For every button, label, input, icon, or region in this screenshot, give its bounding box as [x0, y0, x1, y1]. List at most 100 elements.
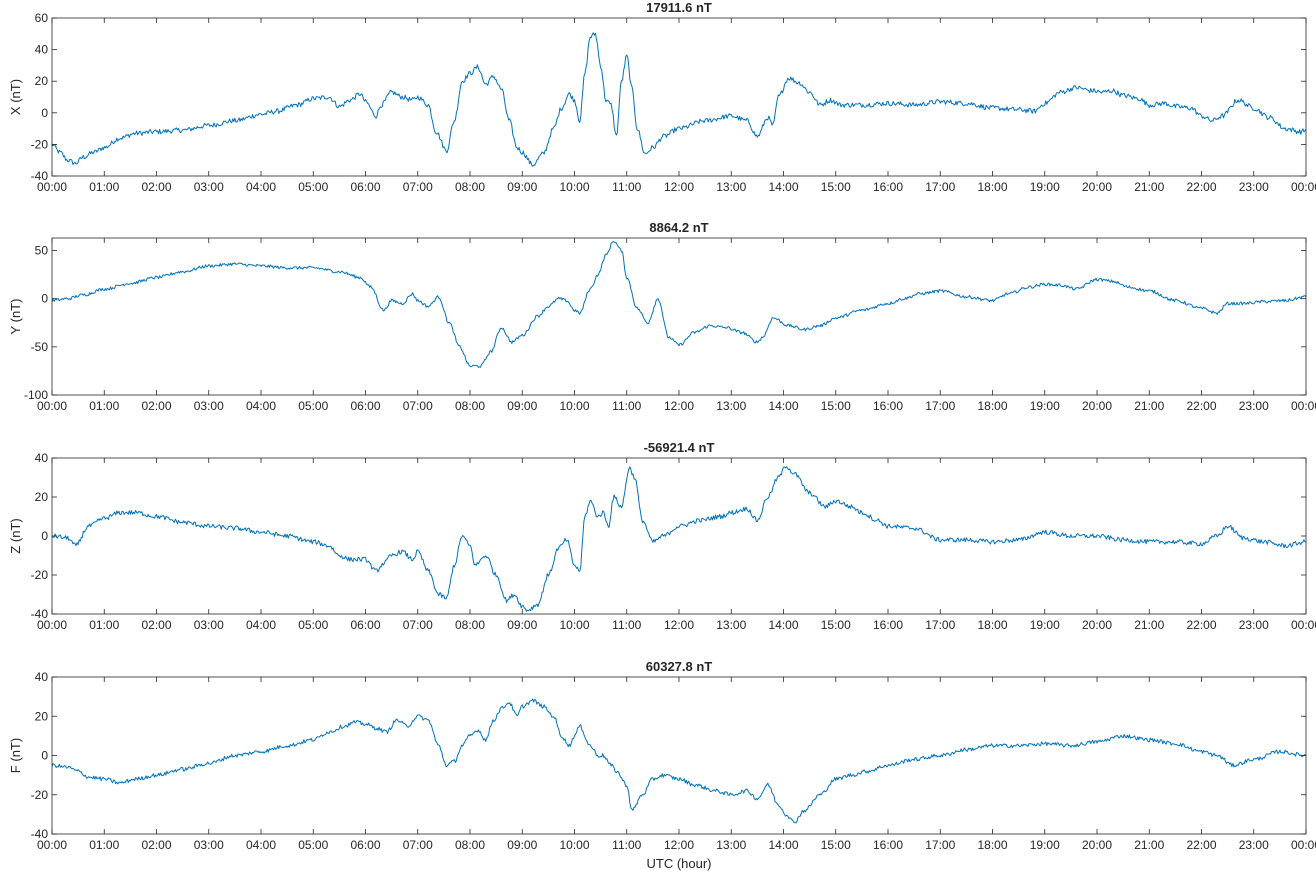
- axes-frame: [51, 457, 1307, 615]
- x-tick-label: 14:00: [768, 618, 798, 632]
- x-tick-label: 19:00: [1030, 399, 1060, 413]
- y-tick-label: -20: [31, 788, 49, 802]
- x-tick-label: 00:00: [37, 180, 67, 194]
- x-tick-label: 05:00: [298, 399, 328, 413]
- axes-frame: [51, 676, 1307, 835]
- x-tick-label: 03:00: [194, 399, 224, 413]
- y-axis-label: Z (nT): [8, 518, 23, 553]
- y-tick-label: 20: [35, 490, 49, 504]
- y-tick-label: -50: [31, 340, 49, 354]
- y-tick-label: 0: [41, 106, 48, 120]
- panel-y: 8864.2 nT Y (nT) -100 -50 0 50 00:00 01:00 02:00…: [8, 220, 1316, 413]
- x-tick-label: 09:00: [507, 618, 537, 632]
- panel-title: 8864.2 nT: [649, 220, 708, 235]
- x-tick-label: 20:00: [1082, 399, 1112, 413]
- x-tick-label: 15:00: [821, 399, 851, 413]
- panel-f: 60327.8 nT F (nT) -40 -20 0 20 40 00:00 01:00 02:…: [8, 659, 1316, 871]
- panel-title: -56921.4 nT: [644, 440, 715, 455]
- x-tick-label: 13:00: [716, 399, 746, 413]
- x-tick-label: 05:00: [298, 618, 328, 632]
- y-tick-label: 40: [35, 451, 49, 465]
- x-tick-label: 02:00: [141, 838, 171, 852]
- x-tick-label: 10:00: [559, 838, 589, 852]
- y-axis-label: Y (nT): [8, 299, 23, 335]
- x-tick-label: 20:00: [1082, 180, 1112, 194]
- x-tick-label: 20:00: [1082, 838, 1112, 852]
- x-tick-label: 14:00: [768, 838, 798, 852]
- x-tick-label: 04:00: [246, 399, 276, 413]
- y-tick-label: 0: [41, 749, 48, 763]
- x-tick-label: 00:00: [1291, 180, 1316, 194]
- x-tick-label: 08:00: [455, 618, 485, 632]
- x-tick-label: 17:00: [925, 399, 955, 413]
- y-tick-label: -40: [31, 827, 49, 841]
- series-line: [52, 241, 1306, 368]
- y-tick-label: 50: [35, 244, 49, 258]
- x-tick-label: 04:00: [246, 838, 276, 852]
- series-line: [52, 466, 1306, 612]
- x-tick-label: 20:00: [1082, 618, 1112, 632]
- x-tick-label: 15:00: [821, 618, 851, 632]
- x-tick-label: 07:00: [403, 618, 433, 632]
- y-tick-label: 40: [35, 670, 49, 684]
- x-tick-label: 11:00: [612, 618, 641, 632]
- x-tick-label: 22:00: [1186, 618, 1216, 632]
- x-tick-label: 01:00: [89, 399, 119, 413]
- x-tick-label: 22:00: [1186, 180, 1216, 194]
- x-tick-label: 17:00: [925, 618, 955, 632]
- x-tick-label: 23:00: [1239, 399, 1269, 413]
- x-tick-label: 23:00: [1239, 180, 1269, 194]
- x-tick-label: 23:00: [1239, 618, 1269, 632]
- x-tick-label: 12:00: [664, 618, 694, 632]
- axes-frame: [51, 17, 1307, 177]
- panel-x: 17911.6 nT X (nT) -40 -20 0 20 40 60 00:00 01:00 0…: [8, 0, 1316, 194]
- x-tick-label: 09:00: [507, 838, 537, 852]
- x-tick-label: 12:00: [664, 399, 694, 413]
- x-tick-label: 15:00: [821, 838, 851, 852]
- y-tick-label: 60: [35, 11, 49, 25]
- x-tick-label: 21:00: [1134, 618, 1164, 632]
- x-tick-label: 06:00: [350, 838, 380, 852]
- x-tick-label: 13:00: [716, 180, 746, 194]
- x-tick-label: 21:00: [1134, 180, 1164, 194]
- x-tick-label: 04:00: [246, 180, 276, 194]
- x-tick-label: 00:00: [1291, 618, 1316, 632]
- y-axis-label: X (nT): [8, 79, 23, 115]
- axes-frame: [51, 237, 1307, 396]
- x-tick-label: 10:00: [559, 618, 589, 632]
- series-line: [52, 32, 1306, 167]
- panel-title: 17911.6 nT: [646, 0, 712, 15]
- x-tick-label: 00:00: [1291, 838, 1316, 852]
- y-tick-label: -20: [31, 137, 49, 151]
- x-tick-label: 19:00: [1030, 180, 1060, 194]
- x-tick-label: 00:00: [1291, 399, 1316, 413]
- x-tick-label: 18:00: [977, 399, 1007, 413]
- x-tick-label: 22:00: [1186, 838, 1216, 852]
- x-tick-label: 22:00: [1186, 399, 1216, 413]
- x-tick-label: 12:00: [664, 180, 694, 194]
- y-tick-label: -40: [31, 169, 49, 183]
- x-tick-label: 11:00: [612, 838, 641, 852]
- x-tick-label: 01:00: [89, 180, 119, 194]
- x-tick-label: 08:00: [455, 838, 485, 852]
- x-tick-label: 09:00: [507, 180, 537, 194]
- x-tick-label: 11:00: [612, 180, 641, 194]
- x-tick-label: 07:00: [403, 180, 433, 194]
- x-tick-label: 13:00: [716, 838, 746, 852]
- x-tick-label: 06:00: [350, 399, 380, 413]
- x-tick-label: 21:00: [1134, 838, 1164, 852]
- y-tick-label: 20: [35, 709, 49, 723]
- x-tick-label: 14:00: [768, 399, 798, 413]
- y-tick-label: -100: [24, 388, 48, 402]
- x-tick-label: 13:00: [716, 618, 746, 632]
- x-tick-label: 16:00: [873, 180, 903, 194]
- x-tick-label: 16:00: [873, 399, 903, 413]
- y-tick-label: -20: [31, 568, 49, 582]
- x-tick-label: 04:00: [246, 618, 276, 632]
- x-tick-label: 07:00: [403, 838, 433, 852]
- x-tick-label: 10:00: [559, 180, 589, 194]
- x-tick-label: 19:00: [1030, 838, 1060, 852]
- x-tick-label: 12:00: [664, 838, 694, 852]
